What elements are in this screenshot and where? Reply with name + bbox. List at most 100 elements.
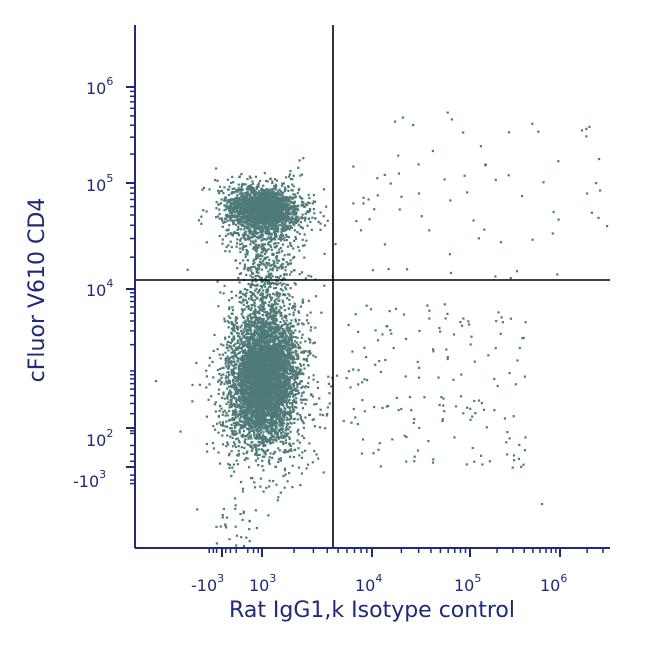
- event-dot: [275, 395, 278, 398]
- event-dot: [239, 195, 242, 198]
- event-dot: [259, 383, 262, 387]
- event-dot: [218, 208, 221, 211]
- event-dot: [290, 207, 293, 210]
- event-dot: [218, 234, 221, 238]
- event-dot: [284, 188, 287, 191]
- event-dot: [243, 401, 246, 404]
- event-dot: [267, 332, 270, 335]
- event-dot: [270, 194, 273, 197]
- event-dot: [272, 336, 275, 339]
- event-dot: [224, 425, 227, 428]
- event-dot: [290, 188, 293, 192]
- event-dot: [282, 204, 285, 208]
- event-dot: [280, 205, 283, 208]
- event-dot: [283, 186, 287, 189]
- event-dot: [248, 341, 251, 344]
- event-dot: [296, 215, 299, 218]
- event-dot: [283, 220, 287, 224]
- event-dot: [270, 191, 274, 194]
- event-dot: [256, 226, 259, 229]
- event-dot: [251, 214, 254, 217]
- event-dot: [278, 204, 281, 207]
- event-dot: [237, 395, 240, 398]
- event-dot: [242, 198, 245, 201]
- event-dot: [254, 175, 258, 178]
- event-dot: [289, 205, 292, 208]
- event-dot: [248, 175, 251, 178]
- event-dot: [264, 189, 267, 192]
- event-dot: [232, 357, 235, 360]
- event-dot: [213, 333, 216, 336]
- event-dot: [263, 199, 266, 202]
- event-dot: [231, 396, 234, 399]
- event-dot: [234, 190, 237, 193]
- event-dot: [317, 220, 320, 223]
- event-dot: [263, 237, 266, 240]
- event-dot: [281, 330, 284, 333]
- event-dot: [273, 185, 276, 188]
- event-dot: [256, 213, 259, 216]
- event-dot: [255, 191, 258, 194]
- event-dot: [275, 185, 278, 188]
- event-dot: [262, 317, 265, 320]
- event-dot: [237, 220, 240, 223]
- event-dot: [274, 218, 277, 221]
- event-dot: [249, 221, 252, 224]
- event-dot: [294, 195, 297, 198]
- event-dot: [297, 223, 300, 226]
- event-dot: [261, 201, 264, 205]
- event-dot: [216, 348, 219, 351]
- event-dot: [253, 192, 256, 195]
- event-dot: [267, 194, 270, 197]
- event-dot: [239, 202, 242, 205]
- event-dot: [246, 204, 249, 208]
- event-dot: [287, 368, 290, 371]
- event-dot: [297, 189, 300, 192]
- event-dot: [272, 220, 275, 223]
- event-dot: [224, 205, 227, 208]
- event-dot: [290, 196, 293, 199]
- event-dot: [241, 386, 244, 389]
- event-dot: [264, 223, 267, 226]
- event-dot: [235, 189, 238, 192]
- event-dot: [271, 213, 275, 216]
- event-dot: [294, 237, 298, 241]
- event-dot: [233, 427, 236, 430]
- event-dot: [270, 221, 274, 224]
- event-dot: [224, 199, 227, 202]
- event-dot: [312, 194, 315, 197]
- event-dot: [244, 213, 247, 216]
- event-dot: [271, 180, 274, 183]
- event-dot: [262, 226, 265, 229]
- event-dot: [217, 189, 220, 192]
- event-dot: [268, 440, 271, 443]
- event-dot: [273, 178, 277, 181]
- event-dot: [300, 200, 303, 203]
- event-dot: [263, 220, 266, 223]
- event-dot: [240, 173, 243, 176]
- event-dot: [282, 442, 285, 446]
- event-dot: [263, 172, 266, 175]
- event-dot: [264, 199, 267, 202]
- event-dot: [240, 195, 243, 198]
- event-dot: [286, 200, 289, 203]
- event-dot: [276, 200, 279, 203]
- event-dot: [227, 200, 230, 204]
- event-dot: [247, 216, 250, 219]
- event-dot: [224, 351, 227, 354]
- event-dot: [264, 206, 267, 209]
- event-dot: [276, 212, 279, 215]
- event-dot: [229, 392, 232, 395]
- event-dot: [224, 377, 227, 380]
- event-dot: [269, 285, 272, 288]
- event-dot: [254, 194, 257, 197]
- event-dot: [262, 189, 265, 193]
- event-dot: [278, 389, 281, 392]
- event-dot: [252, 186, 255, 190]
- event-dot: [260, 225, 263, 228]
- event-dot: [241, 220, 244, 224]
- event-dot: [283, 418, 286, 421]
- event-dot: [248, 218, 251, 221]
- event-dot: [266, 218, 269, 221]
